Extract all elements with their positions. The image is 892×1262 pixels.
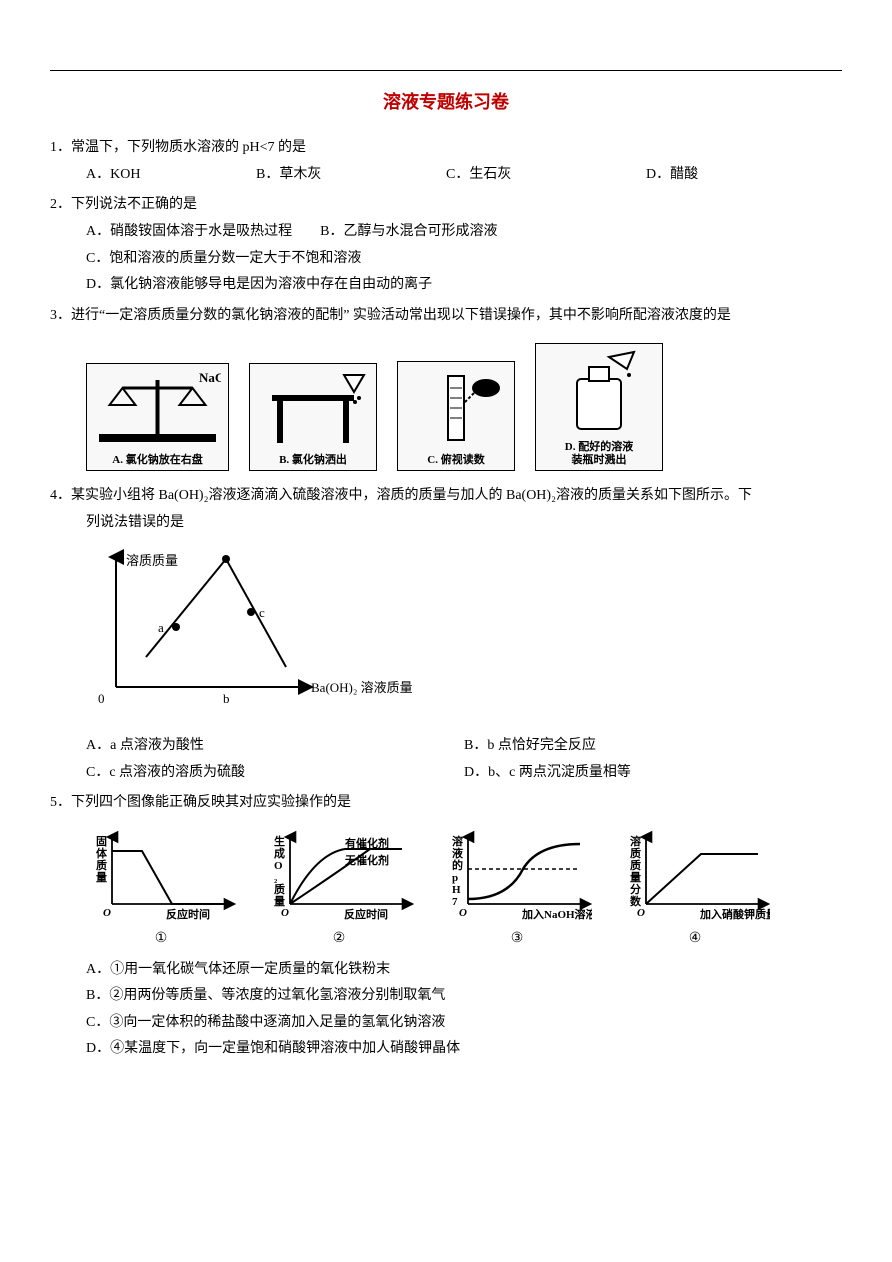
svg-text:的: 的: [452, 858, 463, 872]
q5-chart-num-2: ③: [511, 926, 524, 953]
svg-text:液: 液: [452, 846, 464, 860]
svg-text:加入NaOH溶液质量: 加入NaOH溶液质量: [521, 907, 592, 921]
svg-text:量: 量: [274, 895, 285, 908]
svg-text:固: 固: [96, 835, 107, 848]
q4-stem-b: 列说法错误的是: [86, 510, 842, 537]
q3-apparatus-0: NaCl A. 氯化钠放在右盘: [86, 363, 229, 471]
q5-chart-num-1: ②: [333, 926, 346, 953]
q5-options: A．①用一氧化碳气体还原一定质量的氧化铁粉末 B．②用两份等质量、等浓度的过氧化…: [50, 957, 842, 1063]
svg-text:O: O: [459, 907, 467, 919]
svg-text:O: O: [274, 860, 283, 872]
q1-option-a: A．KOH: [86, 162, 256, 189]
svg-text:质: 质: [630, 858, 641, 872]
q4-chart: a b c 0 溶质质量 Ba(OH)₂ 溶液质量: [86, 547, 842, 728]
svg-text:c: c: [259, 605, 265, 620]
svg-text:反应时间: 反应时间: [166, 907, 210, 921]
q3-caption-1: B. 氯化钠洒出: [279, 454, 347, 467]
q5-option-c: C．③向一定体积的稀盐酸中逐滴加入足量的氢氧化钠溶液: [86, 1010, 842, 1037]
svg-text:O: O: [637, 907, 645, 919]
q1-option-d: D．醋酸: [646, 162, 786, 189]
svg-text:NaCl: NaCl: [199, 370, 221, 385]
q5-chart-3: O 溶质质量分数 加入硝酸钾质量 ④: [620, 829, 770, 953]
q1-option-c: C．生石灰: [446, 162, 646, 189]
q3-caption-3: D. 配好的溶液 装瓶时溅出: [565, 441, 633, 467]
q5-chart-0: O 固体质量 反应时间 ①: [86, 829, 236, 953]
svg-text:7: 7: [452, 896, 458, 908]
svg-text:a: a: [158, 620, 164, 635]
q3-caption-2: C. 俯视读数: [427, 454, 484, 467]
q3-apparatus-2: C. 俯视读数: [397, 361, 515, 471]
svg-text:O: O: [103, 907, 111, 919]
svg-text:p: p: [452, 872, 458, 884]
q5-chart-num-0: ①: [155, 926, 168, 953]
q3-image-row: NaCl A. 氯化钠放在右盘 B. 氯化钠洒出 C. 俯视读数: [86, 343, 842, 471]
q5-stem: 5．下列四个图像能正确反映其对应实验操作的是: [50, 790, 842, 817]
svg-text:反应时间: 反应时间: [344, 907, 388, 921]
svg-text:有催化剂: 有催化剂: [345, 836, 389, 850]
svg-text:数: 数: [630, 894, 642, 908]
top-horizontal-rule: [50, 70, 842, 71]
svg-text:溶: 溶: [452, 834, 463, 848]
q4-options: A．a 点溶液为酸性 B．b 点恰好完全反应 C．c 点溶液的溶质为硫酸 D．b…: [86, 733, 842, 786]
exam-page: 溶液专题练习卷 1．常温下，下列物质水溶液的 pH<7 的是 A．KOH B．草…: [0, 0, 892, 1107]
q4-option-d: D．b、c 两点沉淀质量相等: [464, 760, 842, 787]
q4-option-c: C．c 点溶液的溶质为硫酸: [86, 760, 464, 787]
page-title: 溶液专题练习卷: [50, 85, 842, 119]
q5-option-a: A．①用一氧化碳气体还原一定质量的氧化铁粉末: [86, 957, 842, 984]
q5-option-b: B．②用两份等质量、等浓度的过氧化氢溶液分别制取氧气: [86, 983, 842, 1010]
q3-stem: 3．进行“一定溶质质量分数的氯化钠溶液的配制” 实验活动常出现以下错误操作，其中…: [50, 303, 842, 330]
question-4: 4．某实验小组将 Ba(OH)₂溶液逐滴滴入硫酸溶液中，溶质的质量与加人的 Ba…: [50, 483, 842, 786]
svg-text:量: 量: [96, 871, 107, 884]
svg-text:成: 成: [274, 846, 285, 860]
svg-text:无催化剂: 无催化剂: [344, 853, 389, 867]
q3-caption-0: A. 氯化钠放在右盘: [112, 454, 202, 467]
q5-option-d: D．④某温度下，向一定量饱和硝酸钾溶液中加人硝酸钾晶体: [86, 1036, 842, 1063]
q1-options: A．KOH B．草木灰 C．生石灰 D．醋酸: [86, 162, 842, 189]
q1-option-b: B．草木灰: [256, 162, 446, 189]
svg-text:溶质质量: 溶质质量: [126, 553, 178, 568]
svg-text:溶: 溶: [630, 834, 641, 848]
q5-chart-2: O 溶液的pH7 加入NaOH溶液质量 ③: [442, 829, 592, 953]
svg-text:质: 质: [274, 882, 285, 896]
svg-text:体: 体: [96, 846, 108, 860]
q4-stem-a: 4．某实验小组将 Ba(OH)₂溶液逐滴滴入硫酸溶液中，溶质的质量与加人的 Ba…: [50, 483, 842, 510]
q3-apparatus-3: D. 配好的溶液 装瓶时溅出: [535, 343, 663, 471]
q2-line-2: D．氯化钠溶液能够导电是因为溶液中存在自由动的离子: [86, 272, 842, 299]
question-1: 1．常温下，下列物质水溶液的 pH<7 的是 A．KOH B．草木灰 C．生石灰…: [50, 135, 842, 188]
question-3: 3．进行“一定溶质质量分数的氯化钠溶液的配制” 实验活动常出现以下错误操作，其中…: [50, 303, 842, 472]
svg-text:₂: ₂: [274, 872, 278, 884]
svg-text:b: b: [223, 691, 230, 706]
q1-stem: 1．常温下，下列物质水溶液的 pH<7 的是: [50, 135, 842, 162]
q2-stem: 2．下列说法不正确的是: [50, 192, 842, 219]
q2-line-0: A．硝酸铵固体溶于水是吸热过程 B．乙醇与水混合可形成溶液: [86, 219, 842, 246]
svg-text:质: 质: [96, 858, 107, 872]
svg-text:量: 量: [630, 871, 641, 884]
svg-text:O: O: [281, 907, 289, 919]
q4-option-a: A．a 点溶液为酸性: [86, 733, 464, 760]
q5-chart-num-3: ④: [689, 926, 702, 953]
q3-apparatus-1: B. 氯化钠洒出: [249, 363, 377, 471]
q5-chart-1: O生成O₂质量 有催化剂 无催化剂 反应时间 ②: [264, 829, 414, 953]
q2-line-1: C．饱和溶液的质量分数一定大于不饱和溶液: [86, 246, 842, 273]
q4-option-b: B．b 点恰好完全反应: [464, 733, 842, 760]
svg-text:Ba(OH)₂ 溶液质量: Ba(OH)₂ 溶液质量: [311, 680, 413, 695]
question-2: 2．下列说法不正确的是 A．硝酸铵固体溶于水是吸热过程 B．乙醇与水混合可形成溶…: [50, 192, 842, 298]
question-5: 5．下列四个图像能正确反映其对应实验操作的是 O固体质量 反应时间 ① O生成O…: [50, 790, 842, 1063]
q5-chart-row: O固体质量 反应时间 ① O生成O₂质量 有催化剂 无催化剂 反应时间 ②: [86, 829, 842, 953]
svg-text:H: H: [452, 884, 461, 896]
svg-text:生: 生: [274, 834, 285, 848]
svg-text:0: 0: [98, 691, 105, 706]
svg-text:加入硝酸钾质量: 加入硝酸钾质量: [699, 907, 770, 921]
svg-text:质: 质: [630, 846, 641, 860]
svg-text:分: 分: [630, 882, 641, 896]
